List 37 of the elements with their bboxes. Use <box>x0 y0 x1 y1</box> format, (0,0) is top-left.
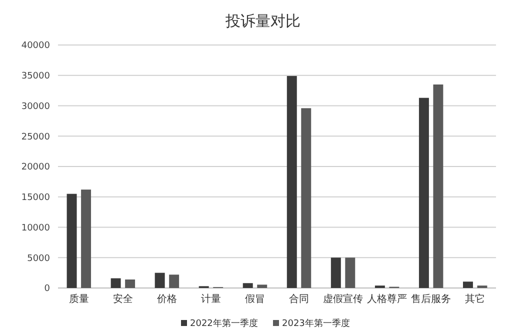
y-tick-label: 10000 <box>21 223 50 234</box>
bar <box>66 194 77 288</box>
bar <box>257 284 268 288</box>
x-tick-label: 安全 <box>112 293 133 305</box>
x-tick-label: 合同 <box>289 293 310 305</box>
bar <box>169 274 180 288</box>
bar <box>242 283 253 288</box>
bar <box>301 108 312 288</box>
y-tick-label: 25000 <box>21 132 50 142</box>
chart-title: 投诉量对比 <box>224 12 300 30</box>
x-tick-label: 质量 <box>68 293 89 305</box>
y-tick-label: 0 <box>44 284 50 294</box>
bar <box>110 278 121 288</box>
bar <box>286 76 297 288</box>
y-tick-label: 5000 <box>27 254 50 264</box>
y-tick-label: 40000 <box>21 41 50 52</box>
bar <box>81 190 92 288</box>
y-tick-label: 35000 <box>21 72 50 82</box>
legend-label: 2022年第一季度 <box>190 318 258 329</box>
bar <box>125 279 136 288</box>
x-tick-label: 其它 <box>465 293 486 305</box>
bar <box>418 98 429 288</box>
x-tick-label: 人格尊严 <box>367 293 408 305</box>
x-tick-label: 计量 <box>200 293 221 305</box>
bar <box>462 282 473 288</box>
bar <box>345 258 356 288</box>
x-tick-label: 假冒 <box>244 294 265 305</box>
y-tick-label: 20000 <box>21 162 50 173</box>
bar <box>330 258 341 288</box>
x-tick-label: 价格 <box>156 293 177 305</box>
bar <box>433 84 444 288</box>
legend-label: 2023年第一季度 <box>282 318 350 329</box>
x-tick-label: 售后服务 <box>411 293 452 305</box>
bar <box>154 272 165 288</box>
y-tick-label: 15000 <box>21 193 50 204</box>
y-tick-label: 30000 <box>21 102 50 112</box>
x-tick-label: 虚假宣传 <box>323 293 364 305</box>
